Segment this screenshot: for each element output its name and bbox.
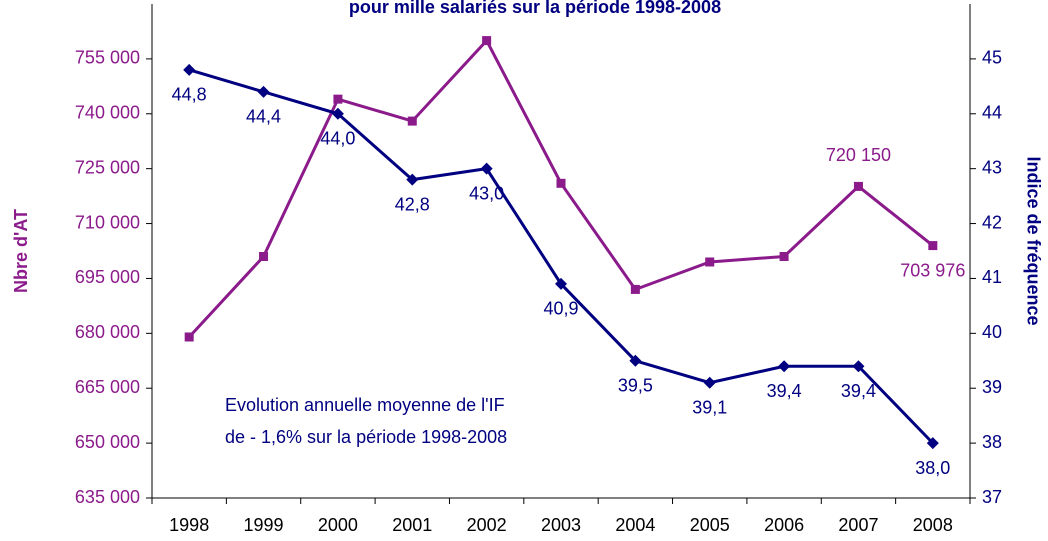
marker	[331, 107, 344, 120]
marker	[703, 376, 716, 389]
marker	[333, 94, 343, 104]
x-tick-label: 2005	[690, 515, 730, 535]
annotation-box	[212, 386, 592, 456]
x-tick-label: 2004	[615, 515, 655, 535]
y2-tick-label: 38	[982, 432, 1002, 452]
marker	[480, 162, 493, 175]
marker	[779, 251, 789, 261]
data-label: 44,4	[246, 107, 281, 127]
series-line	[188, 38, 934, 339]
data-label: 720 150	[826, 145, 891, 165]
x-tick-label: 1998	[169, 515, 209, 535]
marker	[630, 284, 640, 294]
marker	[928, 241, 938, 251]
y2-tick-label: 42	[982, 212, 1002, 232]
y2-tick-label: 39	[982, 377, 1002, 397]
x-tick-label: 2008	[913, 515, 953, 535]
y-tick-label: 635 000	[75, 487, 140, 507]
data-label: 42,8	[395, 194, 430, 214]
marker	[629, 354, 642, 367]
x-tick-label: 2007	[838, 515, 878, 535]
x-tick-label: 2002	[467, 515, 507, 535]
data-label: 44,8	[172, 85, 207, 105]
data-label: 44,0	[320, 129, 355, 149]
marker	[183, 63, 196, 76]
y-tick-label: 650 000	[75, 432, 140, 452]
y2-tick-label: 40	[982, 322, 1002, 342]
marker	[407, 116, 417, 126]
marker	[556, 178, 566, 188]
marker	[259, 251, 269, 261]
data-label: 43,0	[469, 183, 504, 203]
x-tick-label: 2003	[541, 515, 581, 535]
x-tick-label: 2006	[764, 515, 804, 535]
y2-tick-label: 43	[982, 157, 1002, 177]
y2-tick-label: 45	[982, 48, 1002, 68]
marker	[482, 36, 492, 46]
data-label: 38,0	[915, 458, 950, 478]
data-label: 39,1	[692, 397, 727, 417]
y-tick-label: 740 000	[75, 103, 140, 123]
marker	[555, 277, 567, 290]
y-axis-label: Nbre d'AT	[11, 209, 31, 293]
annotation: de - 1,6% sur la période 1998-2008	[225, 427, 507, 447]
y2-tick-label: 44	[982, 103, 1002, 123]
y-tick-label: 695 000	[75, 267, 140, 287]
x-tick-label: 2000	[318, 515, 358, 535]
y-tick-label: 680 000	[75, 322, 140, 342]
y-tick-label: 725 000	[75, 157, 140, 177]
marker	[853, 181, 863, 191]
marker	[926, 437, 939, 450]
marker	[778, 360, 791, 373]
x-tick-label: 2001	[392, 515, 432, 535]
data-label: 39,4	[767, 381, 802, 401]
data-label: 703 976	[900, 260, 965, 280]
marker	[257, 85, 270, 98]
y2-axis-label: Indice de fréquence	[1023, 156, 1043, 325]
marker	[406, 173, 419, 186]
marker	[184, 332, 194, 342]
data-label: 40,9	[543, 299, 578, 319]
y-tick-label: 710 000	[75, 212, 140, 232]
y2-tick-label: 37	[982, 487, 1002, 507]
y-tick-label: 755 000	[75, 48, 140, 68]
y2-tick-label: 41	[982, 267, 1002, 287]
data-label: 39,4	[841, 381, 876, 401]
x-tick-label: 1999	[244, 515, 284, 535]
marker	[705, 257, 715, 267]
chart-title: pour mille salariés sur la période 1998-…	[349, 0, 721, 17]
annotation: Evolution annuelle moyenne de l'IF	[225, 395, 505, 415]
y-tick-label: 665 000	[75, 377, 140, 397]
data-label: 39,5	[618, 376, 653, 396]
marker	[852, 360, 865, 373]
